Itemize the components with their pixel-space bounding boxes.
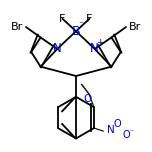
Text: O: O — [113, 119, 121, 129]
Text: +: + — [96, 38, 104, 47]
Text: Br: Br — [129, 22, 141, 32]
Text: B: B — [72, 25, 80, 38]
Text: O: O — [84, 94, 92, 104]
Text: N: N — [107, 125, 115, 135]
Text: O: O — [122, 130, 130, 140]
Text: F: F — [59, 14, 66, 24]
Text: F: F — [86, 14, 93, 24]
Text: ⁻: ⁻ — [130, 128, 134, 137]
Text: N: N — [53, 42, 62, 55]
Text: N: N — [90, 42, 99, 55]
Text: ⁻: ⁻ — [79, 20, 84, 30]
Text: Br: Br — [11, 22, 23, 32]
